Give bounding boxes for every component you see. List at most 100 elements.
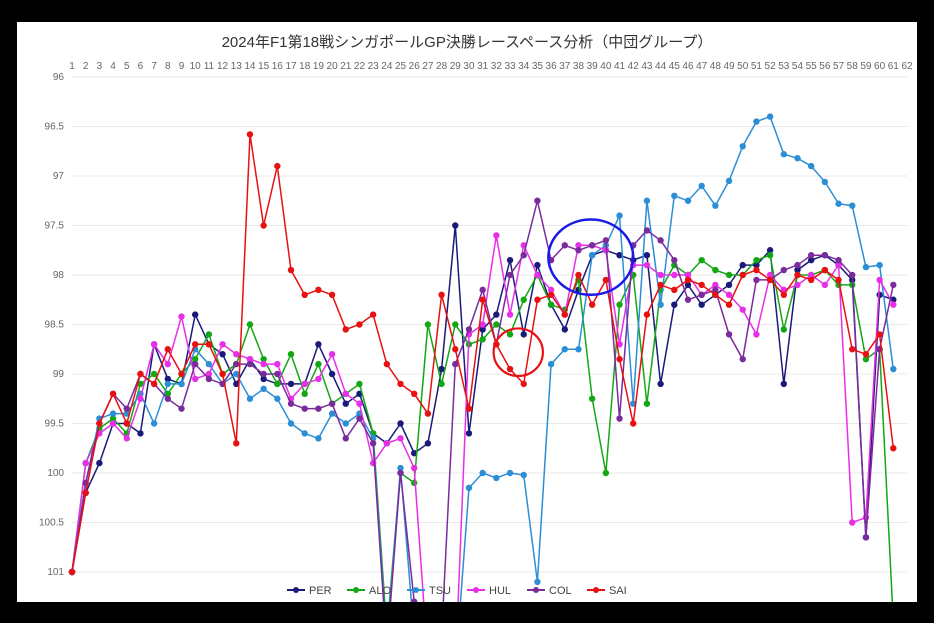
point-sai <box>767 276 773 282</box>
point-per <box>192 311 198 317</box>
point-sai <box>82 489 88 495</box>
xtick-label: 15 <box>258 61 270 72</box>
point-sai <box>548 291 554 297</box>
point-col <box>233 360 239 366</box>
xtick-label: 2 <box>83 61 89 72</box>
point-sai <box>849 346 855 352</box>
point-hul <box>302 380 308 386</box>
point-col <box>124 405 130 411</box>
point-hul <box>644 261 650 267</box>
point-alo <box>288 351 294 357</box>
point-tsu <box>548 360 554 366</box>
point-tsu <box>794 154 800 160</box>
point-col <box>863 534 869 540</box>
point-tsu <box>890 365 896 371</box>
point-col <box>726 331 732 337</box>
point-col <box>329 400 335 406</box>
legend-label: ALO <box>369 585 391 597</box>
point-tsu <box>849 202 855 208</box>
ytick-label: 98 <box>53 270 65 281</box>
point-hul <box>370 459 376 465</box>
point-tsu <box>781 151 787 157</box>
point-col <box>685 296 691 302</box>
point-tsu <box>206 360 212 366</box>
point-hul <box>411 464 417 470</box>
point-hul <box>124 435 130 441</box>
point-hul <box>657 271 663 277</box>
point-col <box>740 355 746 361</box>
point-tsu <box>863 263 869 269</box>
xtick-label: 1 <box>69 61 75 72</box>
point-sai <box>260 222 266 228</box>
point-hul <box>178 313 184 319</box>
point-tsu <box>343 420 349 426</box>
point-sai <box>329 291 335 297</box>
point-hul <box>165 360 171 366</box>
point-col <box>644 227 650 233</box>
xtick-label: 44 <box>655 61 667 72</box>
xtick-label: 28 <box>436 61 448 72</box>
point-tsu <box>685 197 691 203</box>
point-sai <box>397 380 403 386</box>
point-col <box>657 237 663 243</box>
point-sai <box>575 271 581 277</box>
point-per <box>507 256 513 262</box>
point-alo <box>644 400 650 406</box>
point-col <box>589 242 595 248</box>
xtick-label: 6 <box>138 61 144 72</box>
point-col <box>822 252 828 258</box>
point-sai <box>96 420 102 426</box>
xtick-label: 32 <box>491 61 503 72</box>
xtick-label: 8 <box>165 61 171 72</box>
point-col <box>521 252 527 258</box>
point-col <box>302 405 308 411</box>
point-tsu <box>657 301 663 307</box>
point-tsu <box>534 578 540 584</box>
point-sai <box>452 346 458 352</box>
point-sai <box>712 291 718 297</box>
point-tsu <box>165 380 171 386</box>
point-sai <box>644 311 650 317</box>
point-alo <box>356 380 362 386</box>
point-sai <box>178 370 184 376</box>
ytick-label: 99 <box>53 369 65 380</box>
point-sai <box>288 266 294 272</box>
point-tsu <box>644 197 650 203</box>
point-hul <box>82 459 88 465</box>
point-sai <box>438 291 444 297</box>
point-sai <box>411 390 417 396</box>
xtick-label: 11 <box>204 61 215 72</box>
xtick-label: 9 <box>179 61 185 72</box>
point-alo <box>247 321 253 327</box>
point-hul <box>822 281 828 287</box>
point-per <box>288 380 294 386</box>
xtick-label: 57 <box>833 61 845 72</box>
ytick-label: 100.5 <box>39 517 64 528</box>
point-sai <box>356 321 362 327</box>
point-tsu <box>822 178 828 184</box>
point-per <box>466 430 472 436</box>
point-tsu <box>260 385 266 391</box>
point-hul <box>876 276 882 282</box>
point-sai <box>315 286 321 292</box>
legend-marker <box>413 587 419 593</box>
point-per <box>329 370 335 376</box>
ytick-label: 97.5 <box>45 220 65 231</box>
point-sai <box>781 291 787 297</box>
point-hul <box>794 281 800 287</box>
point-sai <box>370 311 376 317</box>
point-alo <box>425 321 431 327</box>
point-hul <box>740 306 746 312</box>
point-hul <box>233 351 239 357</box>
xtick-label: 54 <box>792 61 804 72</box>
xtick-label: 17 <box>285 61 297 72</box>
point-tsu <box>274 395 280 401</box>
point-alo <box>411 479 417 485</box>
xtick-label: 16 <box>272 61 284 72</box>
ytick-label: 99.5 <box>45 418 65 429</box>
point-per <box>343 400 349 406</box>
point-tsu <box>479 469 485 475</box>
xtick-label: 10 <box>190 61 202 72</box>
point-alo <box>698 256 704 262</box>
point-sai <box>384 360 390 366</box>
